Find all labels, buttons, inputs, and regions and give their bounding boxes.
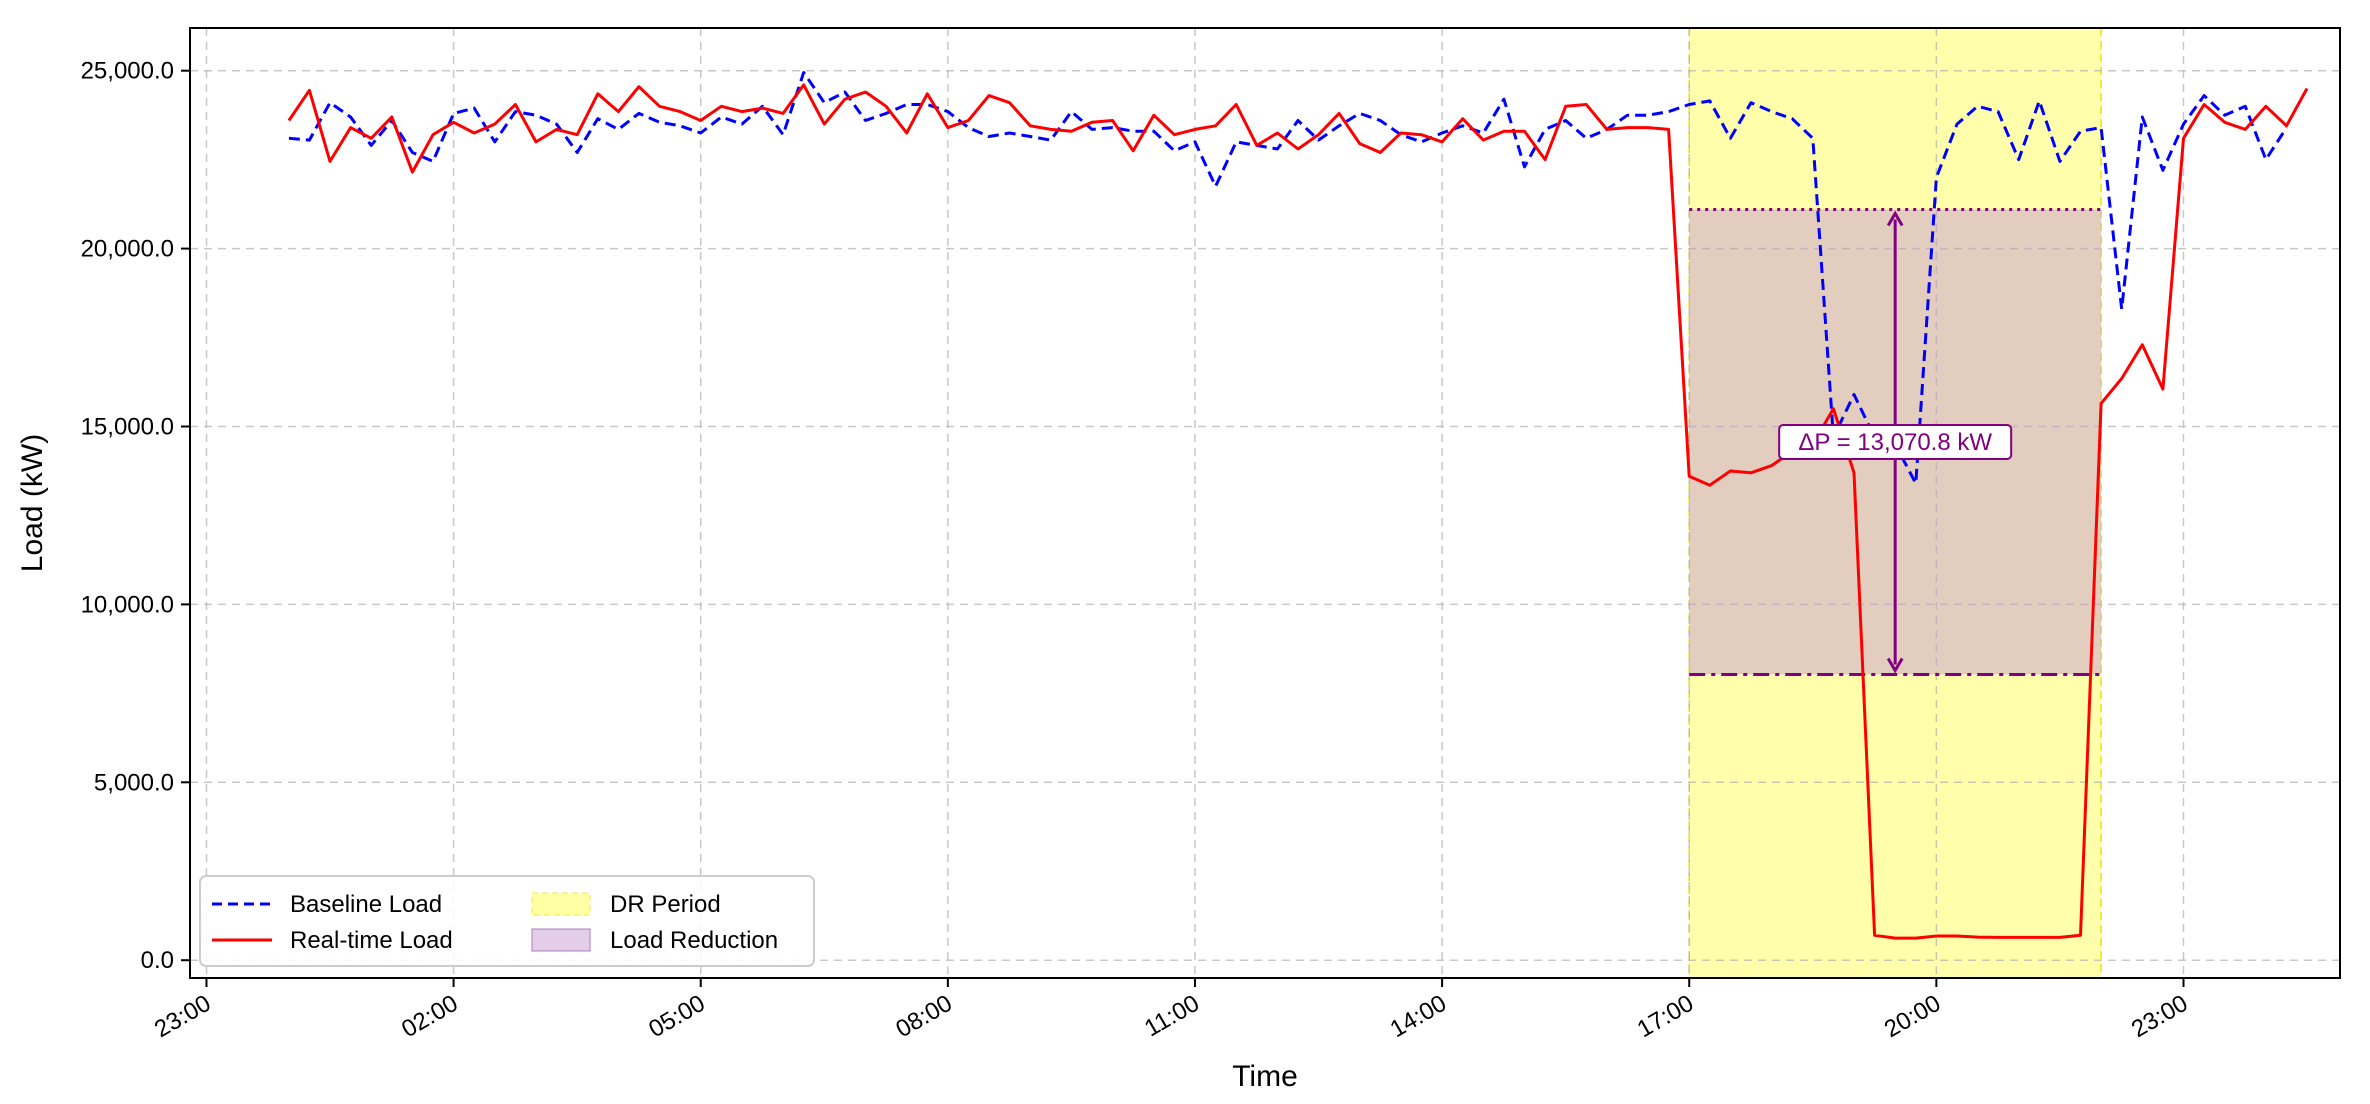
x-tick-label: 23:00 [150, 990, 216, 1043]
x-axis-label: Time [1232, 1060, 1298, 1093]
x-tick-label: 23:00 [2127, 990, 2193, 1043]
legend-dr-swatch [531, 892, 591, 916]
delta-p-arrow-head-down [1886, 657, 1904, 674]
baseline-load-line [288, 71, 2288, 485]
delta-p-arrow-head-up [1886, 210, 1904, 227]
y-axis-label: Load (kW) [16, 434, 49, 572]
x-tick-label: 08:00 [891, 990, 957, 1043]
legend-baseline-label: Baseline Load [290, 891, 442, 918]
x-tick-label: 17:00 [1633, 990, 1699, 1043]
x-tick-label: 14:00 [1386, 990, 1452, 1043]
y-tick-label: 5,000.0 [94, 769, 174, 796]
y-tick-label: 25,000.0 [81, 58, 174, 85]
delta-p-label: ΔP = 13,070.8 kW [1798, 429, 1992, 456]
series-layer [287, 71, 2309, 940]
y-tick-label: 0.0 [141, 947, 174, 974]
legend-realtime-label: Real-time Load [290, 927, 453, 954]
y-tick-label: 10,000.0 [81, 591, 174, 618]
x-tick-label: 05:00 [644, 990, 710, 1043]
legend: Baseline Load Real-time Load DR Period L… [199, 875, 815, 967]
legend-reduction-label: Load Reduction [610, 927, 778, 954]
realtime-load-line [287, 83, 2309, 940]
y-tick-label: 20,000.0 [81, 236, 174, 263]
legend-reduction-swatch [531, 928, 591, 952]
plot-frame [189, 27, 2341, 979]
x-axis: 23:00 02:00 05:00 08:00 11:00 14:00 17:00 20:00… [150, 978, 2193, 1043]
x-tick-label: 20:00 [1880, 990, 1946, 1043]
annotation-layer: ΔP = 13,070.8 kW [1778, 210, 2013, 674]
grid [190, 28, 2340, 978]
x-tick-label: 02:00 [397, 990, 463, 1043]
y-tick-label: 15,000.0 [81, 414, 174, 441]
delta-p-label-box [1778, 423, 2013, 460]
legend-box [199, 875, 815, 967]
x-tick-label: 11:00 [1140, 990, 1204, 1043]
y-axis: 0.0 5,000.0 10,000.0 15,000.0 20,000.0 25,000… [81, 58, 190, 974]
legend-dr-label: DR Period [610, 891, 721, 918]
